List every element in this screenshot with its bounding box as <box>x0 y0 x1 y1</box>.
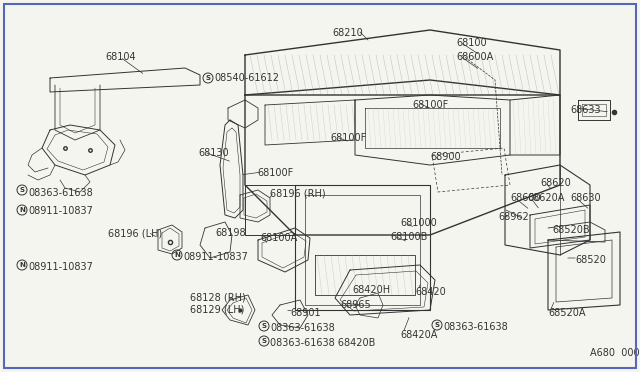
Text: S: S <box>262 338 266 344</box>
Text: 08911-10837: 08911-10837 <box>28 206 93 216</box>
Text: 68198: 68198 <box>215 228 246 238</box>
Text: 68196 (LH): 68196 (LH) <box>108 228 163 238</box>
Text: 68210: 68210 <box>332 28 363 38</box>
Text: 68965: 68965 <box>340 300 371 310</box>
Text: 68196 (RH): 68196 (RH) <box>270 188 326 198</box>
Text: 68104: 68104 <box>105 52 136 62</box>
Text: 68100F: 68100F <box>330 133 366 143</box>
Text: 08363-61638: 08363-61638 <box>270 323 335 333</box>
Text: N: N <box>174 252 180 258</box>
Text: 68520B: 68520B <box>552 225 589 235</box>
Text: 68100F: 68100F <box>257 168 293 178</box>
Text: 68128 (RH): 68128 (RH) <box>190 293 246 303</box>
Text: 08911-10837: 08911-10837 <box>183 252 248 262</box>
Text: 08911-10837: 08911-10837 <box>28 262 93 272</box>
Text: 68100: 68100 <box>456 38 486 48</box>
Text: 68420: 68420 <box>415 287 445 297</box>
Text: 68620: 68620 <box>540 178 571 188</box>
Text: S: S <box>205 75 211 81</box>
Text: 68129 (LH): 68129 (LH) <box>190 305 244 315</box>
Text: 68130: 68130 <box>198 148 228 158</box>
Text: 68620A: 68620A <box>527 193 564 203</box>
Text: 68900: 68900 <box>430 152 461 162</box>
Text: 68420A: 68420A <box>400 330 437 340</box>
Text: N: N <box>19 262 25 268</box>
Text: 08363-61638: 08363-61638 <box>443 322 508 332</box>
Text: S: S <box>262 323 266 329</box>
Text: 08363-61638: 08363-61638 <box>28 188 93 198</box>
Text: 68901: 68901 <box>290 308 321 318</box>
Text: 68100F: 68100F <box>412 100 448 110</box>
Text: 68520: 68520 <box>575 255 606 265</box>
Text: N: N <box>19 207 25 213</box>
Text: 68962: 68962 <box>498 212 529 222</box>
Text: 08363-61638 68420B: 08363-61638 68420B <box>270 338 376 348</box>
Text: S: S <box>19 187 24 193</box>
Text: 08540-61612: 08540-61612 <box>214 73 279 83</box>
Text: 68600A: 68600A <box>456 52 493 62</box>
Text: 68633: 68633 <box>570 105 600 115</box>
Text: 681000: 681000 <box>400 218 436 228</box>
Text: 68630: 68630 <box>570 193 600 203</box>
Text: A680  000: A680 000 <box>590 348 639 358</box>
Text: 68420H: 68420H <box>352 285 390 295</box>
Text: S: S <box>435 322 440 328</box>
Text: 68520A: 68520A <box>548 308 586 318</box>
Text: 68100B: 68100B <box>390 232 428 242</box>
Text: 68600: 68600 <box>510 193 541 203</box>
Text: 68100A: 68100A <box>260 233 297 243</box>
